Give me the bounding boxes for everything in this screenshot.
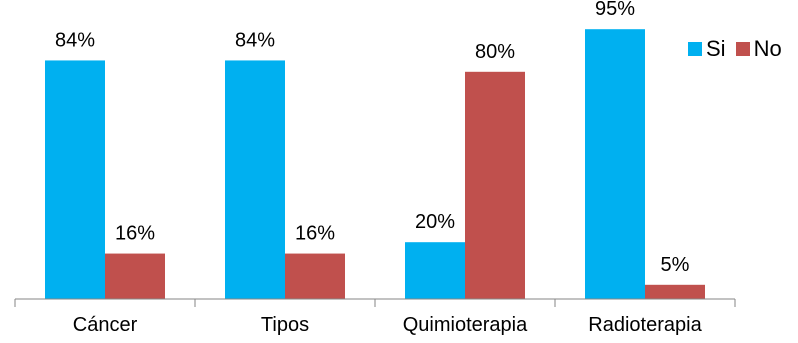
- bars-group: [45, 29, 705, 299]
- value-label-no-3: 5%: [661, 254, 690, 276]
- value-label-si-3: 95%: [595, 0, 635, 20]
- category-label-1: Tipos: [261, 314, 309, 336]
- value-labels-group: 84% 16% 84% 16% 20% 80% 95% 5%: [55, 0, 690, 276]
- category-label-0: Cáncer: [73, 314, 138, 336]
- bar-si-1: [225, 60, 285, 299]
- x-axis: [14, 298, 736, 307]
- value-label-si-1: 84%: [235, 29, 275, 51]
- legend-item-si: Si: [688, 36, 726, 62]
- bar-si-3: [585, 29, 645, 299]
- bar-si-0: [45, 60, 105, 299]
- category-labels-group: Cáncer Tipos Quimioterapia Radioterapia: [73, 314, 703, 336]
- value-label-no-2: 80%: [475, 41, 515, 63]
- category-label-3: Radioterapia: [588, 314, 702, 336]
- value-label-no-1: 16%: [295, 223, 335, 245]
- category-label-2: Quimioterapia: [403, 314, 528, 336]
- legend-swatch-no: [735, 42, 750, 56]
- bar-no-0: [105, 253, 165, 299]
- legend-label-no: No: [753, 36, 782, 61]
- bar-no-3: [645, 284, 705, 299]
- legend-swatch-si: [688, 42, 702, 56]
- value-label-si-0: 84%: [55, 29, 95, 51]
- value-label-si-2: 20%: [415, 211, 455, 233]
- bar-si-2: [405, 242, 465, 299]
- bar-no-1: [285, 253, 345, 299]
- legend-label-si: Si: [706, 36, 726, 61]
- value-label-no-0: 16%: [115, 223, 155, 245]
- legend: Si No: [688, 36, 792, 62]
- bar-no-2: [465, 71, 525, 299]
- legend-item-no: No: [735, 36, 782, 62]
